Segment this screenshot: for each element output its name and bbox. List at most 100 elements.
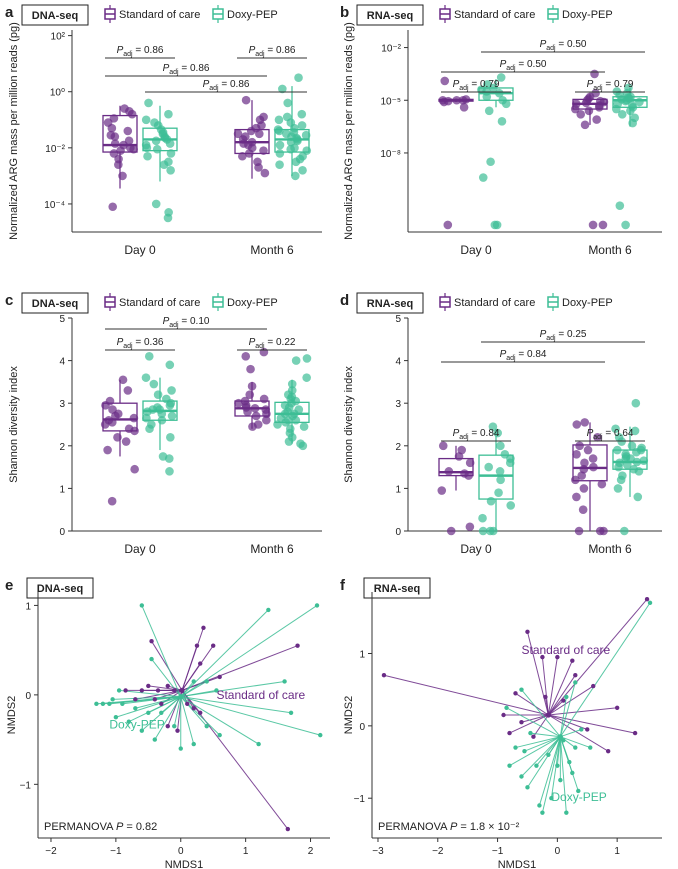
data-point-standard bbox=[440, 76, 450, 86]
data-point-doxy bbox=[204, 723, 209, 729]
data-point-doxy bbox=[204, 679, 209, 684]
data-point-standard bbox=[133, 697, 138, 702]
data-point-doxy bbox=[501, 99, 511, 109]
data-point-doxy bbox=[151, 136, 161, 146]
data-point-standard bbox=[194, 643, 200, 648]
spider-line-doxy bbox=[521, 689, 561, 738]
tag-box bbox=[21, 292, 89, 314]
data-point-doxy bbox=[620, 526, 629, 536]
significance-label: Padj = 0.79 bbox=[587, 79, 634, 92]
spider-line-doxy bbox=[180, 696, 259, 745]
legend-label-doxy: Doxy-PEP bbox=[227, 297, 278, 309]
spider-line-doxy bbox=[115, 696, 181, 718]
data-point-standard bbox=[118, 375, 128, 385]
data-point-doxy bbox=[144, 98, 153, 108]
x-category-label: Day 0 bbox=[124, 243, 156, 257]
data-point-doxy bbox=[275, 149, 285, 158]
data-point-standard bbox=[175, 728, 180, 733]
data-point-standard bbox=[507, 730, 512, 736]
spider-line-standard bbox=[548, 714, 588, 730]
centroid-label-standard: Standard of care bbox=[216, 688, 305, 702]
data-point-standard bbox=[572, 492, 581, 502]
spider-line-standard bbox=[547, 657, 558, 716]
data-point-doxy bbox=[634, 467, 644, 476]
panel-a: a DNA-seq Standard of care Doxy-PEP 10² 10⁰ 10… bbox=[5, 4, 322, 257]
box-doxy bbox=[274, 128, 310, 153]
spider-line-doxy bbox=[135, 696, 181, 709]
x-tick-label: −2 bbox=[45, 846, 57, 857]
data-point-doxy bbox=[484, 106, 494, 116]
box-standard bbox=[102, 114, 138, 153]
data-point-doxy bbox=[302, 373, 311, 382]
data-point-doxy bbox=[142, 143, 152, 153]
data-point-doxy bbox=[110, 697, 115, 702]
data-point-standard bbox=[501, 712, 506, 718]
x-tick-label: 1 bbox=[614, 846, 620, 857]
spider-line-doxy bbox=[154, 696, 182, 740]
data-point-doxy bbox=[546, 752, 551, 757]
data-point-doxy bbox=[217, 732, 222, 738]
data-point-standard bbox=[201, 625, 206, 630]
y-tick-label: 1 bbox=[359, 650, 365, 661]
data-point-standard bbox=[111, 411, 120, 421]
y-tick-label: 10⁻² bbox=[45, 144, 65, 155]
data-point-doxy bbox=[292, 133, 301, 143]
centroid-standard bbox=[179, 687, 185, 694]
data-point-standard bbox=[211, 643, 216, 648]
data-point-standard bbox=[260, 168, 270, 178]
data-point-standard bbox=[584, 106, 594, 116]
data-point-standard bbox=[130, 464, 139, 474]
centroid-doxy bbox=[557, 734, 563, 740]
data-point-doxy bbox=[564, 694, 569, 700]
spider-line-standard bbox=[548, 700, 564, 716]
data-point-standard bbox=[246, 126, 256, 136]
data-point-standard bbox=[519, 720, 524, 725]
tag-box bbox=[21, 4, 89, 26]
spider-line-doxy bbox=[509, 736, 561, 767]
data-point-standard bbox=[592, 115, 601, 124]
permanova-label: PERMANOVA P = 1.8 × 10⁻² bbox=[378, 821, 520, 833]
spider-line-doxy bbox=[173, 696, 182, 727]
significance-label: Padj = 0.86 bbox=[249, 45, 296, 58]
panel-d: d RNA-seq Standard of care Doxy-PEP 0 1 2 3 4 5 Sh… bbox=[340, 292, 662, 556]
legend-label-doxy: Doxy-PEP bbox=[562, 297, 613, 309]
legend-row: a DNA-seq Standard of care Doxy-PEP bbox=[5, 4, 278, 26]
data-point-standard bbox=[381, 673, 387, 678]
data-point-doxy bbox=[522, 748, 527, 754]
data-point-doxy bbox=[291, 157, 301, 167]
data-point-doxy bbox=[478, 173, 488, 182]
data-point-doxy bbox=[113, 715, 119, 720]
y-tick-label: 4 bbox=[395, 357, 401, 368]
y-tick-label: 0 bbox=[395, 527, 401, 538]
data-point-doxy bbox=[298, 441, 308, 451]
spider-line-standard bbox=[509, 714, 549, 734]
data-point-doxy bbox=[116, 688, 122, 693]
data-point-doxy bbox=[191, 679, 196, 684]
data-point-doxy bbox=[159, 160, 169, 169]
data-point-doxy bbox=[519, 687, 524, 692]
spider-line-standard bbox=[548, 707, 618, 716]
data-point-standard bbox=[614, 705, 620, 710]
data-point-standard bbox=[531, 734, 536, 739]
data-point-doxy bbox=[615, 201, 625, 210]
spider-line-standard bbox=[541, 657, 549, 716]
x-tick-label: 2 bbox=[308, 846, 314, 857]
data-point-standard bbox=[575, 441, 584, 451]
significance-label: Padj = 0.84 bbox=[500, 349, 547, 362]
y-tick-label: 0 bbox=[59, 527, 65, 538]
panel-e: e DNA-seq −2 −1 0 1 2 −1 0 1 NMDS1 NMDS2 Standard of… bbox=[5, 577, 330, 869]
data-point-doxy bbox=[614, 462, 623, 472]
data-point-doxy bbox=[613, 484, 623, 493]
tag-label: DNA-seq bbox=[37, 583, 83, 595]
data-point-standard bbox=[259, 394, 269, 404]
data-point-doxy bbox=[133, 706, 138, 711]
data-point-standard bbox=[572, 450, 581, 459]
data-point-standard bbox=[465, 522, 475, 532]
data-point-doxy bbox=[621, 220, 630, 230]
data-point-standard bbox=[573, 673, 578, 678]
data-point-standard bbox=[597, 479, 607, 489]
data-point-doxy bbox=[275, 126, 284, 136]
y-tick-label: 10² bbox=[51, 32, 66, 43]
spider-line-doxy bbox=[559, 736, 567, 813]
data-point-doxy bbox=[165, 401, 175, 410]
